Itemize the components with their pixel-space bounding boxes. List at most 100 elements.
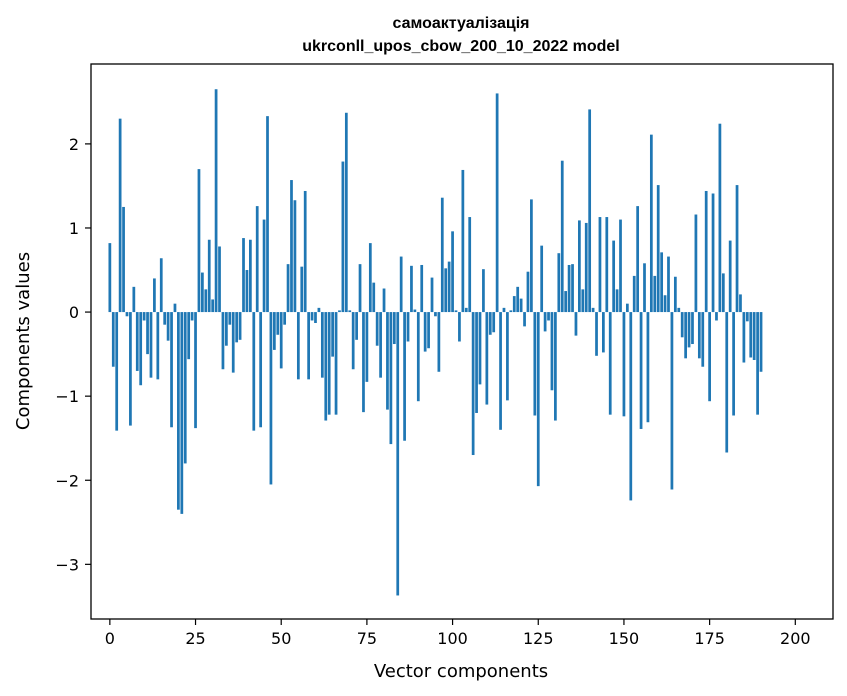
bar-165 bbox=[673, 276, 677, 313]
bar-7 bbox=[132, 286, 136, 313]
bar-56 bbox=[300, 266, 304, 313]
bar-86 bbox=[403, 312, 406, 441]
bar-61 bbox=[317, 307, 321, 313]
bar-30 bbox=[211, 299, 215, 313]
bar-152 bbox=[629, 312, 633, 501]
bar-62 bbox=[320, 312, 324, 378]
y-tick-label: 2 bbox=[69, 135, 79, 154]
bar-2 bbox=[115, 312, 119, 431]
bar-187 bbox=[749, 312, 753, 358]
bar-58 bbox=[307, 312, 310, 380]
x-axis-label: Vector components bbox=[374, 661, 548, 682]
x-tick-label: 175 bbox=[694, 629, 725, 648]
bar-82 bbox=[389, 312, 393, 445]
bar-180 bbox=[725, 312, 729, 453]
bar-161 bbox=[660, 252, 664, 313]
x-tick-label: 0 bbox=[105, 629, 115, 648]
bar-127 bbox=[543, 312, 547, 332]
bar-84 bbox=[396, 312, 400, 596]
bar-115 bbox=[502, 307, 506, 313]
bar-25 bbox=[194, 312, 197, 429]
bar-188 bbox=[752, 312, 756, 360]
bar-81 bbox=[386, 312, 389, 410]
bar-60 bbox=[314, 312, 317, 323]
bar-42 bbox=[252, 312, 256, 431]
bar-158 bbox=[649, 134, 653, 313]
bar-177 bbox=[715, 312, 718, 321]
y-tick-label: −2 bbox=[55, 471, 79, 490]
bar-132 bbox=[560, 160, 564, 313]
bar-32 bbox=[218, 246, 221, 313]
bar-49 bbox=[276, 312, 280, 335]
bar-8 bbox=[135, 312, 139, 371]
bar-122 bbox=[526, 271, 530, 313]
bar-52 bbox=[286, 264, 290, 313]
bar-95 bbox=[434, 312, 437, 317]
y-axis-ticks: −3 −2 −1 0 1 2 bbox=[55, 135, 91, 574]
bar-140 bbox=[588, 109, 592, 313]
bar-55 bbox=[296, 312, 300, 380]
bar-23 bbox=[187, 312, 191, 360]
bar-163 bbox=[667, 256, 670, 313]
bar-112 bbox=[492, 312, 496, 333]
bar-153 bbox=[632, 275, 636, 313]
bar-85 bbox=[399, 256, 403, 313]
bar-80 bbox=[382, 288, 386, 313]
bar-99 bbox=[447, 261, 451, 313]
bar-87 bbox=[406, 312, 410, 342]
bar-130 bbox=[554, 312, 557, 421]
bar-174 bbox=[704, 190, 708, 313]
bar-64 bbox=[327, 312, 331, 415]
bar-131 bbox=[557, 253, 561, 313]
bar-70 bbox=[348, 310, 352, 313]
bar-19 bbox=[173, 303, 177, 313]
bar-133 bbox=[564, 291, 568, 313]
bar-22 bbox=[183, 312, 187, 464]
bar-111 bbox=[488, 312, 492, 335]
bar-104 bbox=[464, 307, 468, 313]
chart-subtitle: ukrconll_upos_cbow_200_10_2022 model bbox=[302, 38, 619, 55]
bar-176 bbox=[711, 193, 715, 313]
bar-72 bbox=[355, 312, 358, 340]
x-tick-label: 125 bbox=[523, 629, 554, 648]
bar-73 bbox=[358, 264, 362, 313]
bar-143 bbox=[598, 217, 602, 313]
bar-137 bbox=[578, 220, 581, 313]
bar-93 bbox=[427, 312, 430, 349]
bar-33 bbox=[221, 312, 225, 370]
bar-15 bbox=[159, 258, 163, 313]
bar-11 bbox=[146, 312, 149, 355]
bar-45 bbox=[262, 219, 266, 313]
bar-48 bbox=[272, 312, 276, 350]
bar-13 bbox=[153, 278, 156, 313]
y-tick-label: 1 bbox=[69, 219, 79, 238]
bar-155 bbox=[639, 312, 643, 429]
bar-138 bbox=[581, 289, 585, 313]
bar-173 bbox=[701, 312, 705, 367]
bar-68 bbox=[341, 161, 345, 313]
bar-166 bbox=[677, 307, 681, 313]
x-tick-label: 50 bbox=[271, 629, 291, 648]
bar-119 bbox=[516, 286, 520, 313]
bar-146 bbox=[608, 312, 612, 415]
bar-118 bbox=[512, 296, 516, 313]
bar-90 bbox=[416, 312, 420, 402]
bar-14 bbox=[156, 312, 160, 380]
bar-124 bbox=[533, 312, 537, 416]
bar-4 bbox=[122, 206, 125, 313]
bar-3 bbox=[118, 118, 122, 313]
chart-title: самоактуалізація bbox=[393, 15, 530, 32]
bar-151 bbox=[625, 303, 629, 313]
bar-178 bbox=[718, 123, 722, 313]
bar-159 bbox=[653, 275, 657, 313]
bar-139 bbox=[584, 222, 588, 313]
bar-50 bbox=[279, 312, 283, 369]
bar-29 bbox=[207, 239, 211, 313]
bar-179 bbox=[721, 273, 725, 313]
bar-108 bbox=[478, 312, 482, 385]
bar-74 bbox=[362, 312, 365, 413]
bar-1 bbox=[111, 312, 115, 367]
bar-144 bbox=[602, 312, 605, 353]
bar-57 bbox=[303, 190, 307, 313]
